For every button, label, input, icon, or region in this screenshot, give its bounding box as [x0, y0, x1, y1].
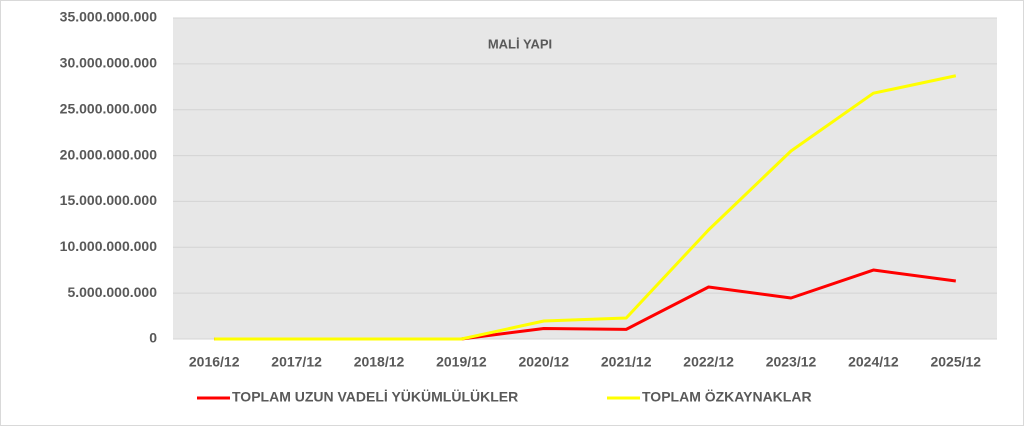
x-tick-label: 2016/12 — [189, 354, 240, 370]
y-tick-label: 35.000.000.000 — [60, 9, 158, 25]
y-tick-label: 15.000.000.000 — [60, 192, 158, 208]
x-tick-label: 2021/12 — [601, 354, 652, 370]
x-tick-label: 2017/12 — [271, 354, 322, 370]
x-tick-label: 2018/12 — [354, 354, 405, 370]
y-tick-label: 20.000.000.000 — [60, 146, 158, 162]
x-tick-label: 2024/12 — [848, 354, 899, 370]
plot-area — [173, 18, 997, 339]
y-tick-label: 25.000.000.000 — [60, 100, 158, 116]
legend-label: TOPLAM UZUN VADELİ YÜKÜMLÜLÜKLER — [232, 389, 518, 405]
y-tick-label: 30.000.000.000 — [60, 55, 158, 71]
x-tick-label: 2023/12 — [766, 354, 817, 370]
x-tick-label: 2022/12 — [683, 354, 734, 370]
x-tick-label: 2025/12 — [930, 354, 981, 370]
x-tick-label: 2019/12 — [436, 354, 487, 370]
y-tick-label: 10.000.000.000 — [60, 238, 158, 254]
x-tick-label: 2020/12 — [518, 354, 569, 370]
legend-label: TOPLAM ÖZKAYNAKLAR — [642, 389, 812, 405]
chart-title: MALİ YAPI — [488, 36, 552, 51]
y-tick-label: 5.000.000.000 — [67, 284, 157, 300]
y-tick-label: 0 — [149, 330, 157, 346]
series-line — [214, 74, 957, 341]
